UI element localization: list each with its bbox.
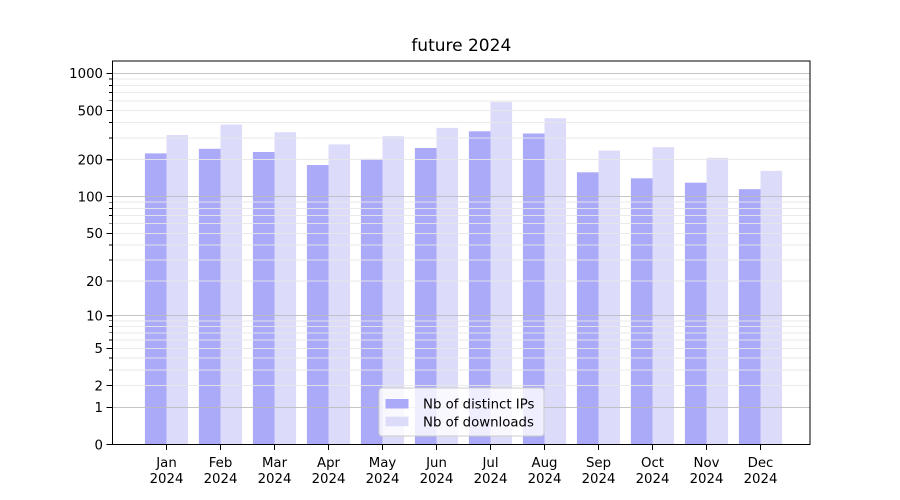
bar-downloads-nov bbox=[706, 157, 729, 445]
y-tick-label: 5 bbox=[95, 342, 103, 357]
gridlines bbox=[112, 72, 810, 408]
y-tick-label: 10 bbox=[86, 310, 103, 325]
x-tick-label-year: 2024 bbox=[150, 472, 184, 487]
bar-downloads-mar bbox=[274, 132, 297, 445]
bar-distinct-ips-dec bbox=[738, 189, 761, 445]
x-tick-label-year: 2024 bbox=[366, 472, 400, 487]
x-tick-label-year: 2024 bbox=[528, 472, 562, 487]
bar-downloads-jun bbox=[436, 127, 459, 445]
x-tick-label-year: 2024 bbox=[258, 472, 292, 487]
bar-downloads-dec bbox=[760, 170, 783, 445]
bar-distinct-ips-mar bbox=[252, 152, 275, 445]
bar-distinct-ips-oct bbox=[630, 178, 653, 445]
x-tick-label-month: Nov bbox=[694, 456, 720, 471]
x-tick-label-month: Jun bbox=[425, 456, 447, 471]
legend-swatch-distinct-ips bbox=[385, 399, 409, 409]
bar-distinct-ips-jan bbox=[144, 153, 167, 445]
bar-distinct-ips-jul bbox=[468, 131, 491, 445]
bar-downloads-jan bbox=[166, 135, 189, 445]
chart-title: future 2024 bbox=[411, 36, 511, 56]
legend: Nb of distinct IPs Nb of downloads bbox=[378, 387, 545, 437]
x-tick-label-month: Oct bbox=[641, 456, 664, 471]
bar-distinct-ips-nov bbox=[684, 182, 707, 445]
x-tick-label-year: 2024 bbox=[582, 472, 616, 487]
bar-downloads-may bbox=[382, 136, 405, 445]
y-tick-label: 1000 bbox=[69, 67, 103, 82]
x-tick-label-month: Dec bbox=[748, 456, 774, 471]
x-tick-label-year: 2024 bbox=[636, 472, 670, 487]
y-tick-label: 1 bbox=[95, 401, 103, 416]
bar-downloads-apr bbox=[328, 144, 351, 445]
y-tick-label: 0 bbox=[95, 438, 103, 453]
x-tick-label-month: Apr bbox=[317, 456, 341, 471]
x-axis: Jan2024Feb2024Mar2024Apr2024May2024Jun20… bbox=[150, 444, 778, 487]
y-tick-label: 200 bbox=[78, 154, 103, 169]
bar-distinct-ips-may bbox=[360, 158, 383, 445]
x-tick-label-year: 2024 bbox=[744, 472, 778, 487]
y-tick-label: 50 bbox=[86, 227, 103, 242]
axes-spines bbox=[111, 60, 811, 446]
y-tick-label: 500 bbox=[78, 104, 103, 119]
x-tick-label-month: Jul bbox=[481, 456, 498, 471]
x-tick-label-year: 2024 bbox=[474, 472, 508, 487]
bar-distinct-ips-apr bbox=[306, 165, 329, 445]
y-axis: 0 1 2 5 10 20 50 100 200 500 1000 bbox=[69, 67, 113, 453]
bar-downloads-feb bbox=[220, 124, 243, 445]
bar-downloads-sep bbox=[598, 150, 621, 445]
x-tick-label-year: 2024 bbox=[420, 472, 454, 487]
x-tick-label-month: Jan bbox=[155, 456, 177, 471]
bar-distinct-ips-aug bbox=[522, 133, 545, 445]
x-tick-label-month: Feb bbox=[209, 456, 233, 471]
bar-distinct-ips-sep bbox=[576, 172, 599, 445]
y-tick-label: 2 bbox=[95, 379, 103, 394]
x-tick-label-year: 2024 bbox=[690, 472, 724, 487]
y-tick-label: 100 bbox=[78, 190, 103, 205]
legend-swatch-downloads bbox=[385, 416, 409, 427]
x-tick-label-year: 2024 bbox=[204, 472, 238, 487]
x-tick-label-year: 2024 bbox=[312, 472, 346, 487]
legend-box bbox=[378, 387, 545, 437]
x-tick-label-month: Sep bbox=[586, 456, 611, 471]
legend-label-distinct-ips: Nb of distinct IPs bbox=[423, 398, 535, 413]
x-tick-label-month: May bbox=[369, 456, 397, 471]
x-tick-label-month: Aug bbox=[532, 456, 558, 471]
x-tick-label-month: Mar bbox=[262, 456, 288, 471]
y-tick-label: 20 bbox=[86, 275, 103, 290]
bar-distinct-ips-feb bbox=[198, 148, 221, 445]
legend-label-downloads: Nb of downloads bbox=[423, 415, 534, 430]
bar-downloads-oct bbox=[652, 147, 675, 445]
bar-downloads-jul bbox=[490, 101, 513, 445]
